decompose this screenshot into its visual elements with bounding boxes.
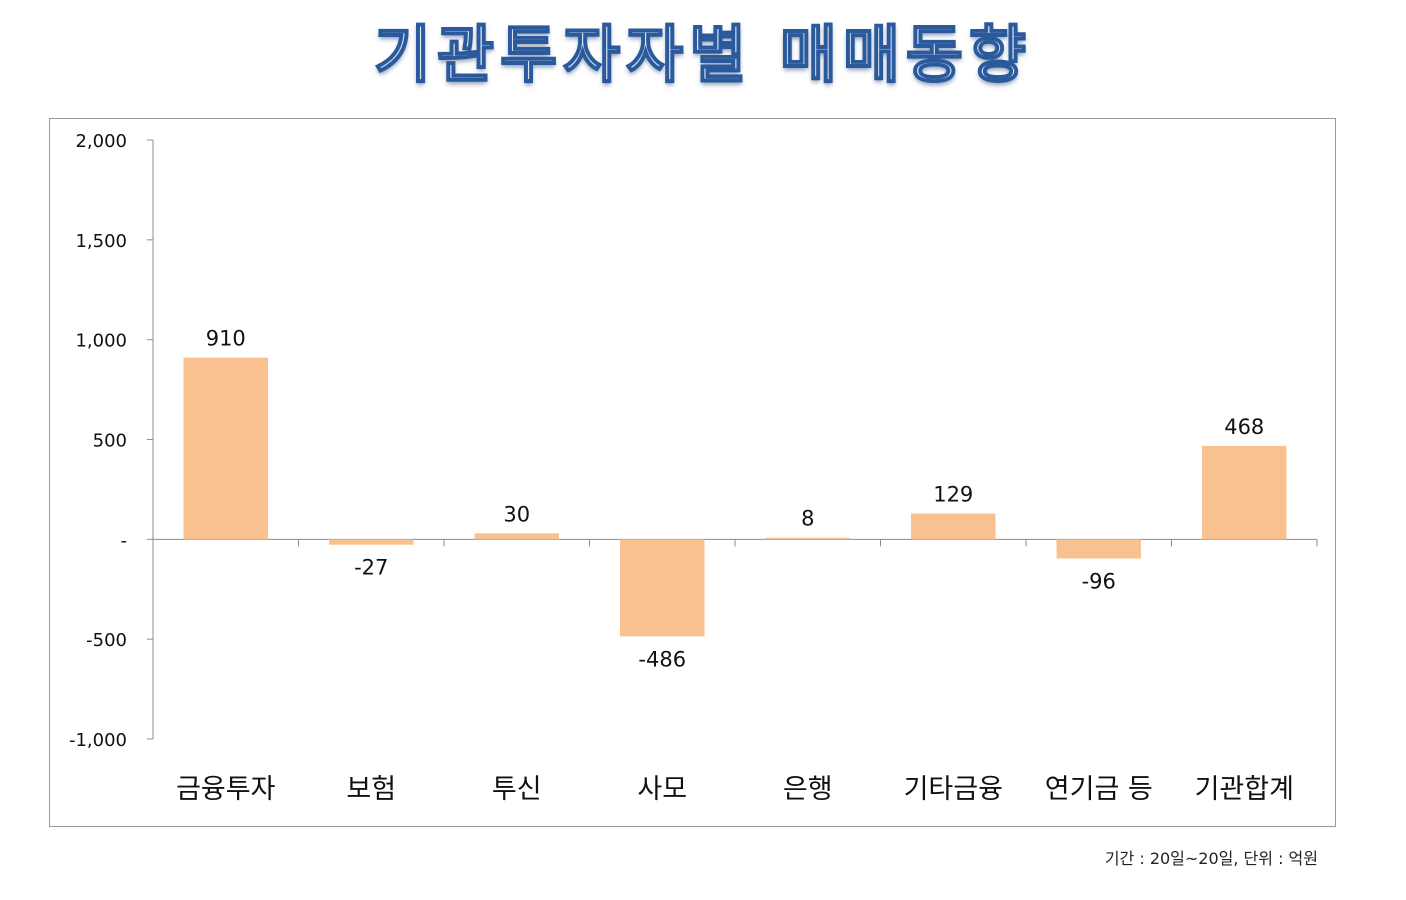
y-tick-label: 1,000: [75, 331, 127, 352]
category-label: 연기금 등: [1045, 774, 1153, 805]
data-labels: 910 -27 30 -486 8 129 -96 468: [206, 327, 1265, 672]
data-label: 8: [801, 507, 814, 531]
footnote: 기간 : 20일~20일, 단위 : 억원: [1104, 849, 1318, 868]
data-label: 129: [933, 483, 973, 507]
y-tick-label: -1,000: [69, 730, 127, 751]
data-label: -27: [354, 556, 388, 580]
category-label: 기타금융: [904, 774, 1003, 805]
x-axis: [152, 538, 1318, 547]
bar: [474, 533, 559, 540]
data-label: -486: [638, 647, 686, 671]
y-tick-label: -500: [86, 630, 127, 651]
bar: [329, 539, 414, 545]
data-label: 30: [503, 502, 530, 526]
bar: [1202, 445, 1287, 540]
category-label: 기관합계: [1195, 774, 1294, 805]
category-labels: 금융투자 보험 투신 사모 은행 기타금융 연기금 등 기관합계: [176, 774, 1294, 805]
y-tick-label: -: [121, 530, 128, 551]
y-tick-label: 1,500: [75, 231, 127, 252]
category-label: 금융투자: [176, 774, 276, 805]
bar: [620, 539, 705, 637]
bars: [183, 357, 1287, 637]
data-label: 910: [206, 327, 246, 351]
data-label: 468: [1224, 415, 1264, 439]
category-label: 투신: [492, 774, 542, 805]
category-label: 은행: [783, 774, 833, 805]
bar: [1056, 539, 1141, 559]
chart-title: 기관투자자별 매매동향: [373, 17, 1032, 92]
y-tick-label: 2,000: [75, 131, 127, 152]
y-tick-label: 500: [93, 431, 127, 452]
data-label: -96: [1082, 570, 1116, 594]
bar: [183, 357, 268, 540]
category-label: 사모: [637, 774, 687, 805]
y-axis: 2,000 1,500 1,000 500 - -500 -1,000: [69, 131, 154, 751]
bar: [911, 513, 996, 540]
bar: [765, 537, 850, 540]
category-label: 보험: [346, 774, 396, 805]
